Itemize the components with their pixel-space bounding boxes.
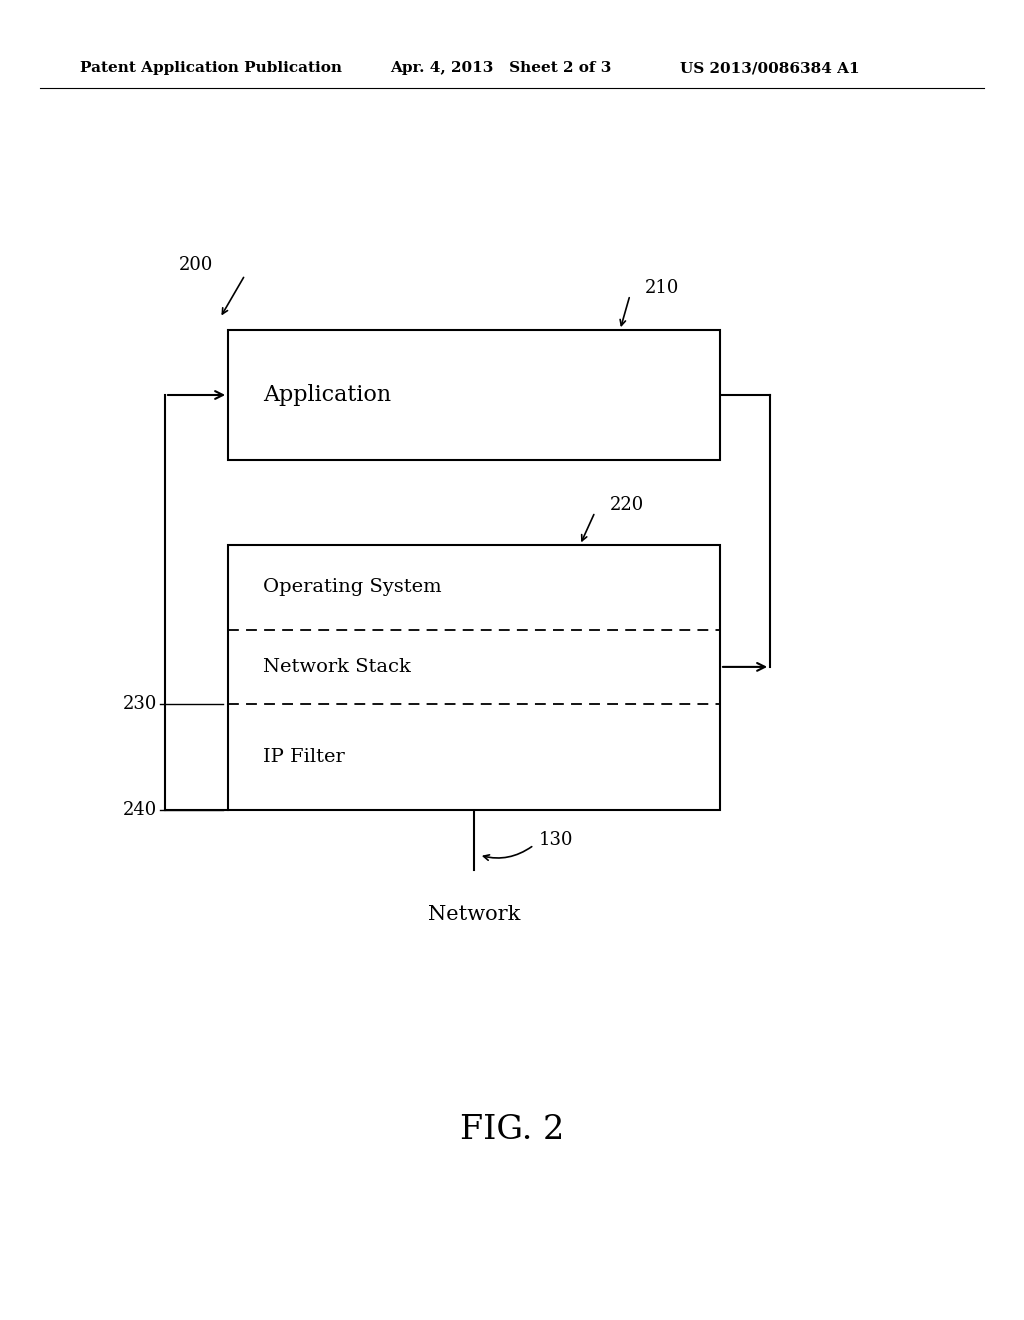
- Text: Apr. 4, 2013   Sheet 2 of 3: Apr. 4, 2013 Sheet 2 of 3: [390, 61, 611, 75]
- Text: 240: 240: [123, 801, 157, 818]
- Text: 200: 200: [178, 256, 213, 275]
- Text: IP Filter: IP Filter: [263, 748, 345, 766]
- Text: FIG. 2: FIG. 2: [460, 1114, 564, 1146]
- Text: 220: 220: [610, 496, 644, 513]
- Text: Operating System: Operating System: [263, 578, 441, 597]
- Text: 130: 130: [539, 832, 573, 849]
- Text: Network Stack: Network Stack: [263, 657, 411, 676]
- Text: US 2013/0086384 A1: US 2013/0086384 A1: [680, 61, 859, 75]
- Text: 210: 210: [645, 279, 679, 297]
- Text: Patent Application Publication: Patent Application Publication: [80, 61, 342, 75]
- Bar: [228, 545, 720, 810]
- Text: Application: Application: [263, 384, 391, 407]
- Text: 230: 230: [123, 696, 157, 713]
- Bar: [228, 330, 720, 459]
- Text: Network: Network: [428, 906, 520, 924]
